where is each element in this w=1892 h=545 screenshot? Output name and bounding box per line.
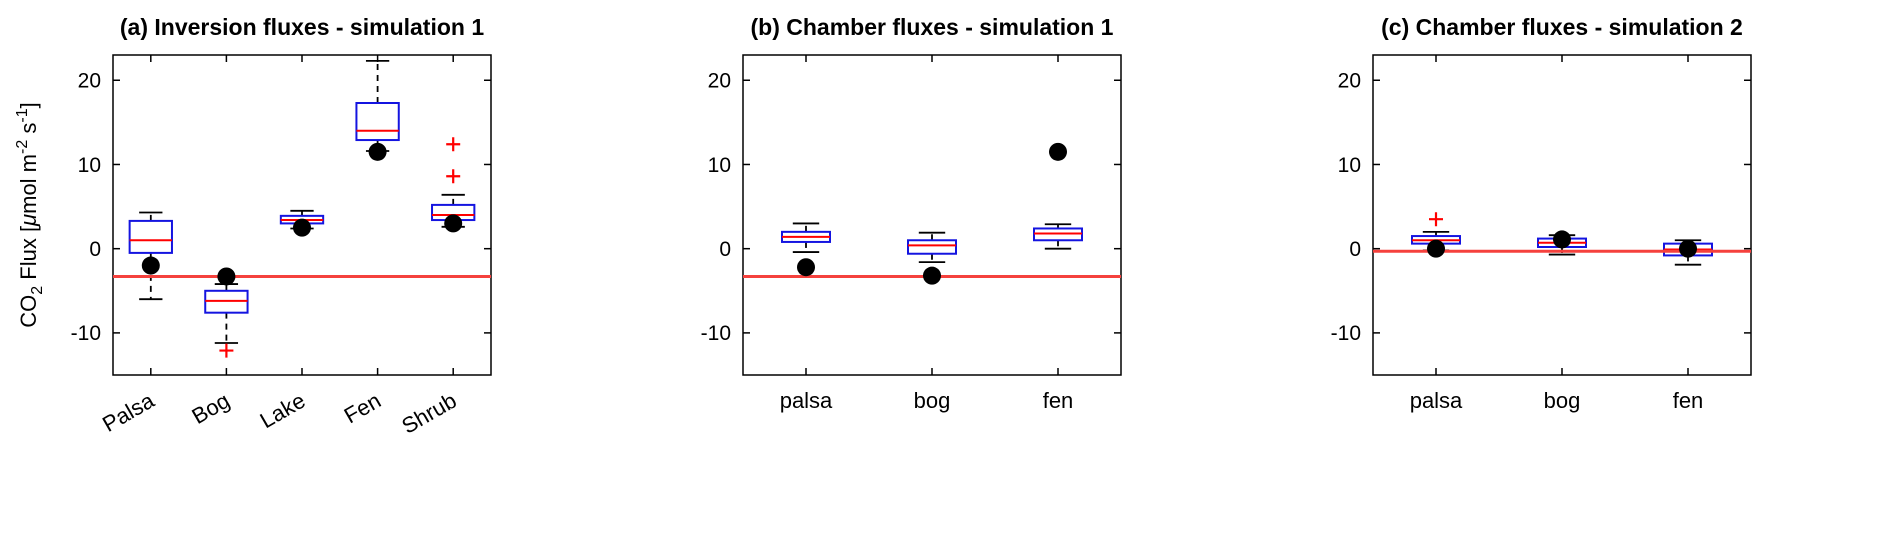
box xyxy=(128,219,173,254)
mean-dot xyxy=(1049,142,1067,161)
boxplot-chart-b: -10 0 10 20 palsa bog fen xyxy=(701,54,1122,413)
mean-dot xyxy=(1679,239,1697,258)
mean-dot xyxy=(797,258,815,277)
outlier-marker xyxy=(219,343,234,358)
axis-frame xyxy=(742,54,1122,376)
boxplot-chart-a: -10 0 10 20 Palsa Bog Lake Fen Shrub CO2 Flux [μm… xyxy=(14,54,492,439)
panel-c: (c) Chamber fluxes - simulation 2 -10 0 10… xyxy=(1260,0,1890,545)
x-tick-label: Bog xyxy=(187,388,233,429)
box xyxy=(355,102,400,142)
y-tick-label: 10 xyxy=(1338,154,1361,177)
x-tick-label: palsa xyxy=(780,388,833,413)
x-tick-label: Lake xyxy=(256,388,310,434)
mean-dot xyxy=(1427,239,1445,258)
axis-frame xyxy=(1372,54,1752,376)
x-tick-label: Shrub xyxy=(397,388,460,439)
x-tick-label: Palsa xyxy=(98,387,159,437)
x-tick-label: Fen xyxy=(340,388,385,429)
y-tick-label: -10 xyxy=(1331,322,1361,345)
x-tick-label: palsa xyxy=(1410,388,1463,413)
mean-dot xyxy=(923,266,941,285)
chart-title-a: (a) Inversion fluxes - simulation 1 xyxy=(119,14,485,40)
mean-dot xyxy=(293,218,311,237)
mean-dot xyxy=(1553,230,1571,249)
y-tick-label: -10 xyxy=(701,322,731,345)
x-tick-label: fen xyxy=(1043,388,1074,413)
mean-dot xyxy=(217,267,236,286)
x-tick-label: fen xyxy=(1673,388,1704,413)
panel-b: (b) Chamber fluxes - simulation 1 -10 0 10… xyxy=(630,0,1260,545)
outlier-marker xyxy=(446,169,461,184)
box xyxy=(907,239,957,255)
y-tick-label: 10 xyxy=(78,154,101,177)
outlier-marker xyxy=(1429,212,1443,227)
mean-dot xyxy=(141,256,160,275)
y-tick-label: 0 xyxy=(719,238,731,261)
x-tick-label: bog xyxy=(1544,388,1581,413)
mean-dot xyxy=(368,142,387,161)
chart-title-c: (c) Chamber fluxes - simulation 2 xyxy=(1381,14,1743,40)
y-tick-label: 10 xyxy=(708,154,731,177)
boxplot-chart-c: -10 0 10 20 palsa bog fen xyxy=(1331,54,1752,413)
y-tick-label: 20 xyxy=(708,70,731,93)
chart-title-b: (b) Chamber fluxes - simulation 1 xyxy=(750,14,1114,40)
panel-a: (a) Inversion fluxes - simulation 1 -10 0… xyxy=(0,0,630,545)
y-tick-label: 0 xyxy=(1349,238,1361,261)
mean-dot xyxy=(444,214,463,233)
y-tick-label: 20 xyxy=(1338,70,1361,93)
outlier-marker xyxy=(446,137,461,152)
y-tick-label: 0 xyxy=(89,238,101,261)
x-tick-label: bog xyxy=(914,388,951,413)
y-tick-label: 20 xyxy=(78,70,101,93)
y-axis-label: CO2 Flux [μmol m-2 s-1] xyxy=(14,102,46,327)
y-tick-label: -10 xyxy=(71,322,101,345)
